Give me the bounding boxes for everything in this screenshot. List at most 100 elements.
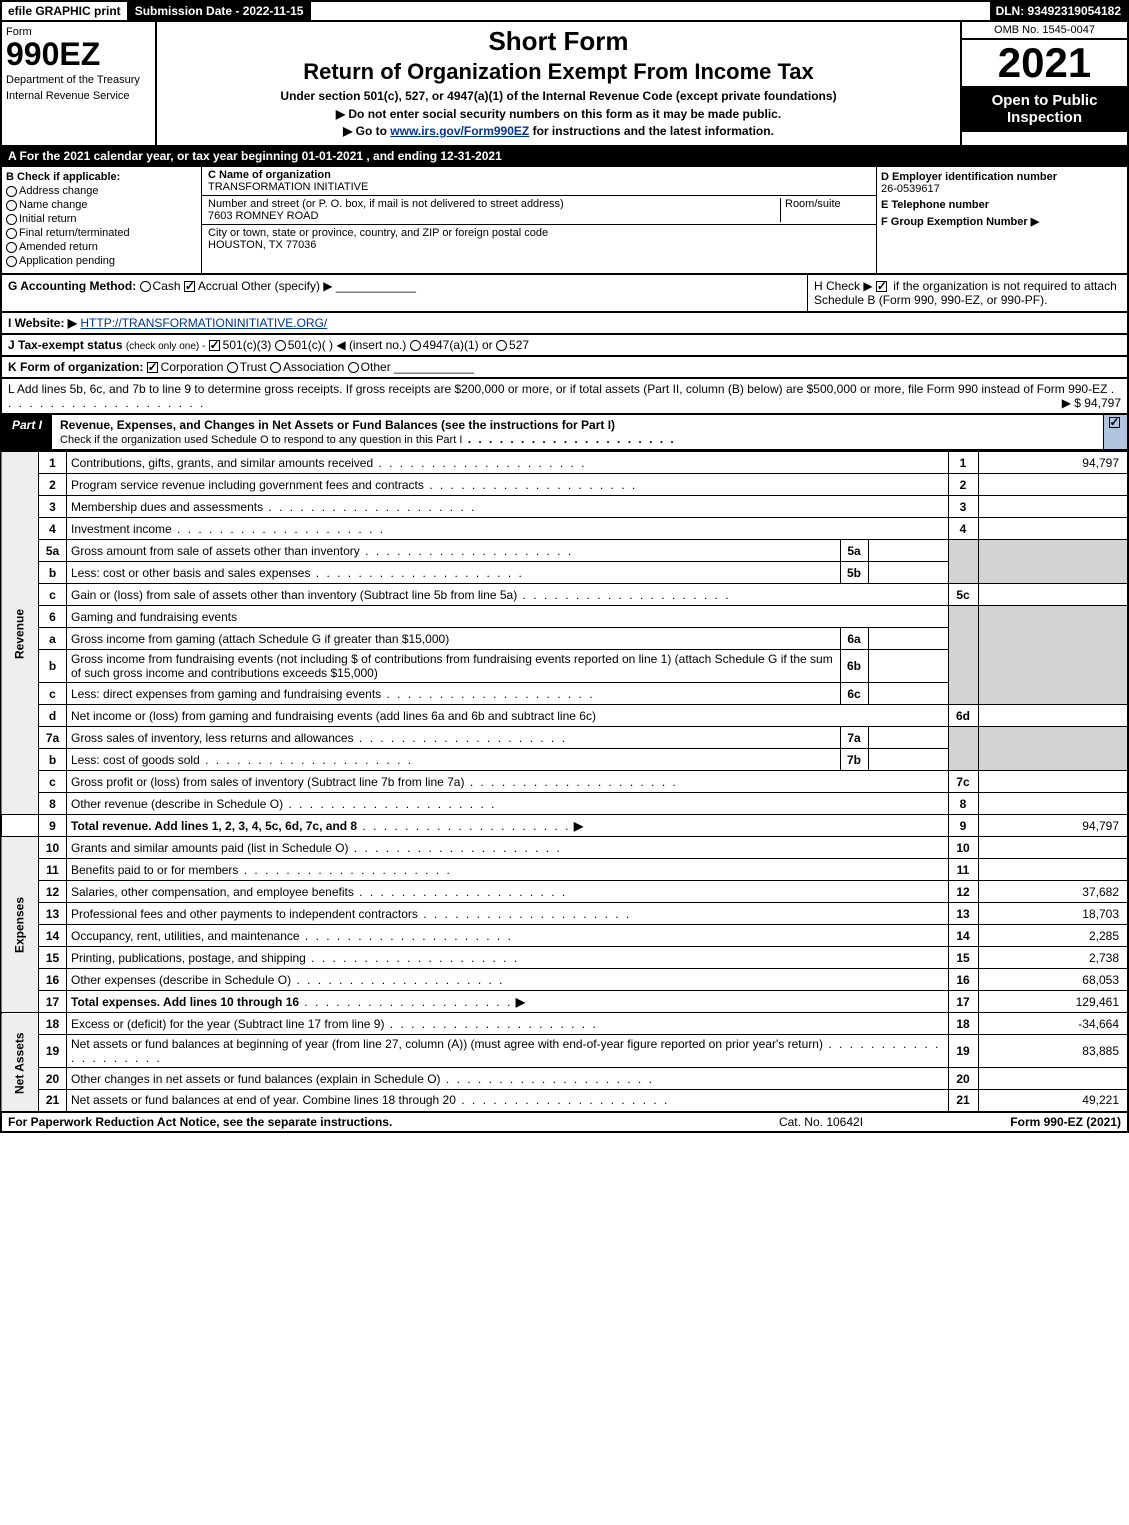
j-opt1: 501(c)(3) — [223, 338, 272, 352]
h-text1: H Check ▶ — [814, 279, 873, 293]
k-trust-radio[interactable] — [227, 362, 238, 373]
line-5c: c Gain or (loss) from sale of assets oth… — [1, 584, 1128, 606]
k-opt-trust: Trust — [240, 360, 267, 374]
l9-arrow-icon: ▶ — [574, 819, 583, 833]
part1-schedule-o-checkbox[interactable] — [1103, 415, 1127, 449]
info-block: B Check if applicable: Address change Na… — [0, 167, 1129, 275]
expenses-vlabel: Expenses — [1, 837, 39, 1013]
goto-link[interactable]: www.irs.gov/Form990EZ — [390, 124, 529, 138]
section-def: D Employer identification number 26-0539… — [877, 167, 1127, 273]
l1-amount: 94,797 — [978, 452, 1128, 474]
l17-arrow-icon: ▶ — [516, 995, 525, 1009]
chk-final-return[interactable]: Final return/terminated — [6, 227, 197, 239]
line-14: 14 Occupancy, rent, utilities, and maint… — [1, 925, 1128, 947]
part1-tab: Part I — [2, 415, 52, 449]
g-cash-radio[interactable] — [140, 281, 151, 292]
l14-amount: 2,285 — [978, 925, 1128, 947]
org-name: TRANSFORMATION INITIATIVE — [208, 181, 368, 193]
l19-amount: 83,885 — [978, 1035, 1128, 1068]
line-20: 20 Other changes in net assets or fund b… — [1, 1068, 1128, 1090]
revenue-vlabel: Revenue — [1, 452, 39, 815]
l21-amount: 49,221 — [978, 1090, 1128, 1112]
g-accrual-checkbox[interactable] — [184, 281, 195, 292]
header-right: OMB No. 1545-0047 2021 Open to Public In… — [962, 22, 1127, 145]
goto-link-row: ▶ Go to www.irs.gov/Form990EZ for instru… — [161, 124, 956, 138]
f-group-label: F Group Exemption Number — [881, 216, 1028, 228]
h-checkbox[interactable] — [876, 281, 887, 292]
c-name-label: C Name of organization — [208, 169, 331, 181]
gh-row: G Accounting Method: Cash Accrual Other … — [0, 275, 1129, 313]
org-street: 7603 ROMNEY ROAD — [208, 210, 318, 222]
l-amount: ▶ $ 94,797 — [1062, 396, 1121, 410]
section-k: K Form of organization: Corporation Trus… — [0, 357, 1129, 379]
line-17: 17 Total expenses. Add lines 10 through … — [1, 991, 1128, 1013]
short-form-title: Short Form — [161, 26, 956, 57]
part1-table: Revenue 1 Contributions, gifts, grants, … — [0, 451, 1129, 1113]
l13-amount: 18,703 — [978, 903, 1128, 925]
line-13: 13 Professional fees and other payments … — [1, 903, 1128, 925]
part1-header: Part I Revenue, Expenses, and Changes in… — [0, 415, 1129, 451]
open-public-inspection: Open to Public Inspection — [962, 86, 1127, 132]
k-corp-checkbox[interactable] — [147, 362, 158, 373]
l18-amount: -34,664 — [978, 1013, 1128, 1035]
ssn-note: ▶ Do not enter social security numbers o… — [161, 107, 956, 121]
section-g: G Accounting Method: Cash Accrual Other … — [2, 275, 807, 311]
i-label: I Website: ▶ — [8, 316, 77, 330]
line-18: Net Assets 18 Excess or (deficit) for th… — [1, 1013, 1128, 1035]
header-mid: Short Form Return of Organization Exempt… — [157, 22, 962, 145]
under-section-text: Under section 501(c), 527, or 4947(a)(1)… — [161, 89, 956, 103]
l12-amount: 37,682 — [978, 881, 1128, 903]
org-city: HOUSTON, TX 77036 — [208, 239, 316, 251]
j-opt4: 527 — [509, 338, 529, 352]
section-h: H Check ▶ if the organization is not req… — [807, 275, 1127, 311]
tax-year: 2021 — [962, 40, 1127, 86]
line-1: Revenue 1 Contributions, gifts, grants, … — [1, 452, 1128, 474]
footer-form-id: Form 990-EZ (2021) — [921, 1115, 1121, 1129]
section-a-bar: A For the 2021 calendar year, or tax yea… — [0, 147, 1129, 167]
netassets-vlabel: Net Assets — [1, 1013, 39, 1112]
j-501c-radio[interactable] — [275, 340, 286, 351]
e-phone-label: E Telephone number — [881, 199, 1123, 211]
form-number: 990EZ — [6, 38, 151, 70]
j-527-radio[interactable] — [496, 340, 507, 351]
line-7c: c Gross profit or (loss) from sales of i… — [1, 771, 1128, 793]
section-i: I Website: ▶ HTTP://TRANSFORMATIONINITIA… — [0, 313, 1129, 335]
c-city-label: City or town, state or province, country… — [208, 227, 548, 239]
line-6: 6 Gaming and fundraising events — [1, 606, 1128, 628]
line-6d: d Net income or (loss) from gaming and f… — [1, 705, 1128, 727]
chk-initial-return[interactable]: Initial return — [6, 213, 197, 225]
footer-left: For Paperwork Reduction Act Notice, see … — [8, 1115, 721, 1129]
dept-treasury: Department of the Treasury — [6, 74, 151, 86]
c-street-label: Number and street (or P. O. box, if mail… — [208, 198, 564, 210]
topbar-spacer — [311, 2, 989, 20]
part1-sub: Check if the organization used Schedule … — [60, 434, 462, 446]
line-21: 21 Net assets or fund balances at end of… — [1, 1090, 1128, 1112]
line-4: 4 Investment income 4 — [1, 518, 1128, 540]
chk-amended-return[interactable]: Amended return — [6, 241, 197, 253]
chk-address-change[interactable]: Address change — [6, 185, 197, 197]
k-assoc-radio[interactable] — [270, 362, 281, 373]
j-opt2: 501(c)( ) ◀ (insert no.) — [288, 338, 407, 352]
l1-num: 1 — [39, 452, 67, 474]
form-header: Form 990EZ Department of the Treasury In… — [0, 22, 1129, 147]
chk-application-pending[interactable]: Application pending — [6, 255, 197, 267]
f-arrow-icon: ▶ — [1031, 216, 1039, 228]
j-4947-radio[interactable] — [410, 340, 421, 351]
efile-print-label[interactable]: efile GRAPHIC print — [2, 2, 129, 20]
return-title: Return of Organization Exempt From Incom… — [161, 59, 956, 85]
l17-amount: 129,461 — [978, 991, 1128, 1013]
line-16: 16 Other expenses (describe in Schedule … — [1, 969, 1128, 991]
k-opt-corp: Corporation — [161, 360, 224, 374]
line-5a: 5a Gross amount from sale of assets othe… — [1, 540, 1128, 562]
line-2: 2 Program service revenue including gove… — [1, 474, 1128, 496]
l16-amount: 68,053 — [978, 969, 1128, 991]
dln-label: DLN: 93492319054182 — [990, 2, 1127, 20]
j-501c3-checkbox[interactable] — [209, 340, 220, 351]
k-other-radio[interactable] — [348, 362, 359, 373]
j-label: J Tax-exempt status — [8, 338, 123, 352]
website-link[interactable]: HTTP://TRANSFORMATIONINITIATIVE.ORG/ — [80, 316, 327, 330]
chk-name-change[interactable]: Name change — [6, 199, 197, 211]
b-letter: B — [6, 171, 14, 183]
l15-amount: 2,738 — [978, 947, 1128, 969]
l1-desc: Contributions, gifts, grants, and simila… — [71, 456, 373, 470]
